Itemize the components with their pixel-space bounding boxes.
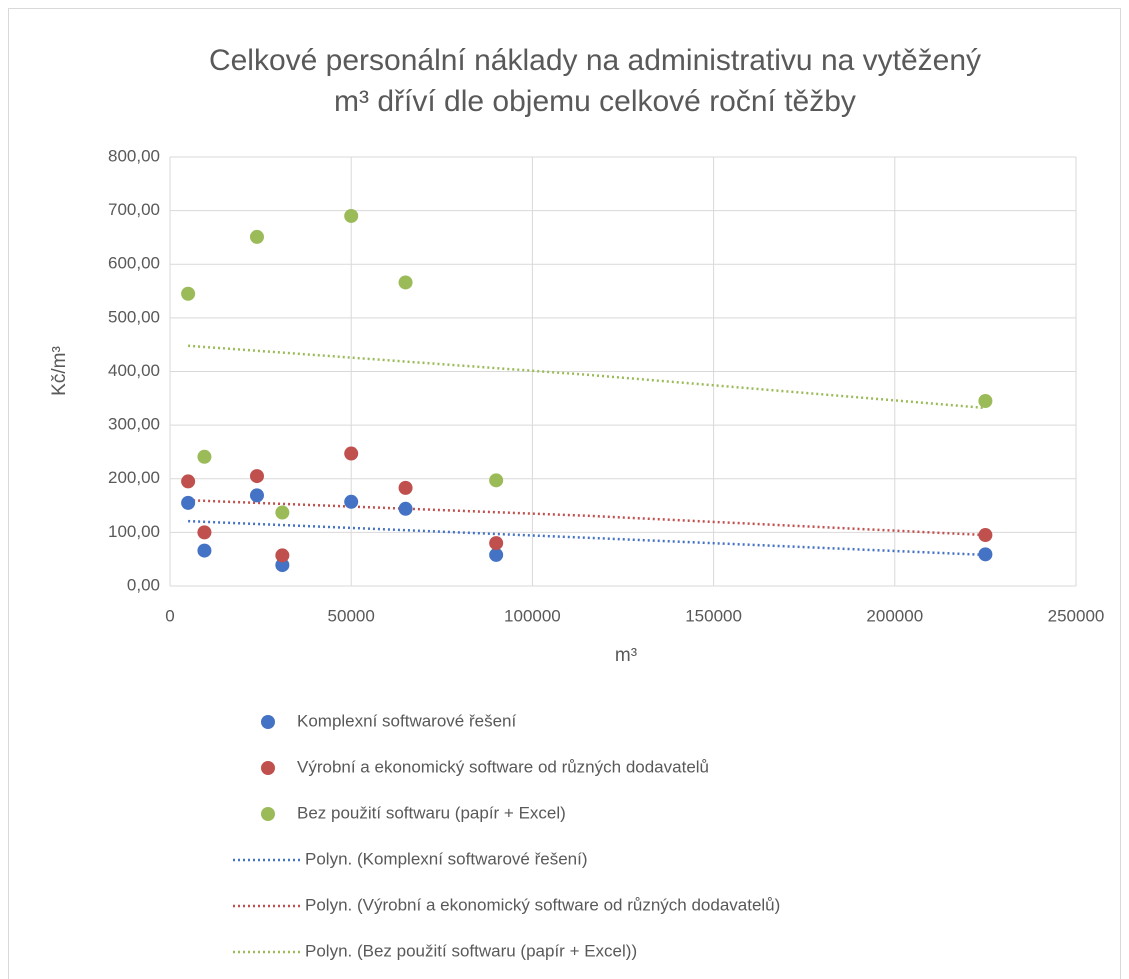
y-tick-label: 200,00	[108, 468, 160, 487]
point	[978, 528, 993, 543]
point	[398, 480, 413, 495]
y-tick-label: 0,00	[127, 575, 160, 594]
point	[275, 548, 290, 563]
point	[489, 547, 504, 562]
point	[181, 495, 196, 510]
legend-marker	[261, 761, 275, 775]
x-tick-label: 200000	[866, 606, 923, 625]
point	[344, 208, 359, 223]
x-tick-label: 250000	[1048, 606, 1105, 625]
chart-title: Celkové personální náklady na administra…	[209, 44, 981, 77]
x-tick-label: 0	[165, 606, 174, 625]
legend-label: Komplexní softwarové řešení	[297, 711, 516, 730]
point	[489, 536, 504, 551]
legend-label: Bez použití softwaru (papír + Excel)	[297, 803, 566, 822]
point	[275, 558, 290, 573]
legend-label: Polyn. (Výrobní a ekonomický software od…	[305, 895, 780, 914]
legend-marker	[261, 715, 275, 729]
y-tick-label: 500,00	[108, 307, 160, 326]
y-tick-label: 400,00	[108, 361, 160, 380]
point	[249, 229, 264, 244]
point	[344, 494, 359, 509]
point	[197, 525, 212, 540]
trendline	[188, 498, 986, 537]
point	[344, 446, 359, 461]
point	[275, 505, 290, 520]
point	[181, 474, 196, 489]
point	[249, 469, 264, 484]
x-axis-title: m³	[615, 645, 637, 666]
x-tick-label: 50000	[328, 606, 375, 625]
y-tick-label: 600,00	[108, 254, 160, 273]
point	[249, 488, 264, 503]
chart-frame	[8, 8, 1121, 979]
point	[197, 449, 212, 464]
point	[398, 275, 413, 290]
point	[978, 547, 993, 562]
chart-title: m³ dříví dle objemu celkové roční těžby	[334, 85, 856, 118]
trendline	[188, 344, 986, 410]
point	[181, 286, 196, 301]
point	[197, 543, 212, 558]
legend-marker	[261, 807, 275, 821]
y-tick-label: 100,00	[108, 522, 160, 541]
y-tick-label: 800,00	[108, 146, 160, 165]
legend-label: Polyn. (Bez použití softwaru (papír + Ex…	[305, 941, 637, 960]
y-tick-label: 300,00	[108, 415, 160, 434]
legend-label: Polyn. (Komplexní softwarové řešení)	[305, 849, 588, 868]
x-tick-label: 150000	[685, 606, 742, 625]
legend-label: Výrobní a ekonomický software od různých…	[297, 757, 709, 776]
point	[398, 501, 413, 516]
y-axis-title: Kč/m³	[49, 346, 70, 396]
y-tick-label: 700,00	[108, 200, 160, 219]
point	[489, 473, 504, 488]
point	[978, 393, 993, 408]
x-tick-label: 100000	[504, 606, 561, 625]
